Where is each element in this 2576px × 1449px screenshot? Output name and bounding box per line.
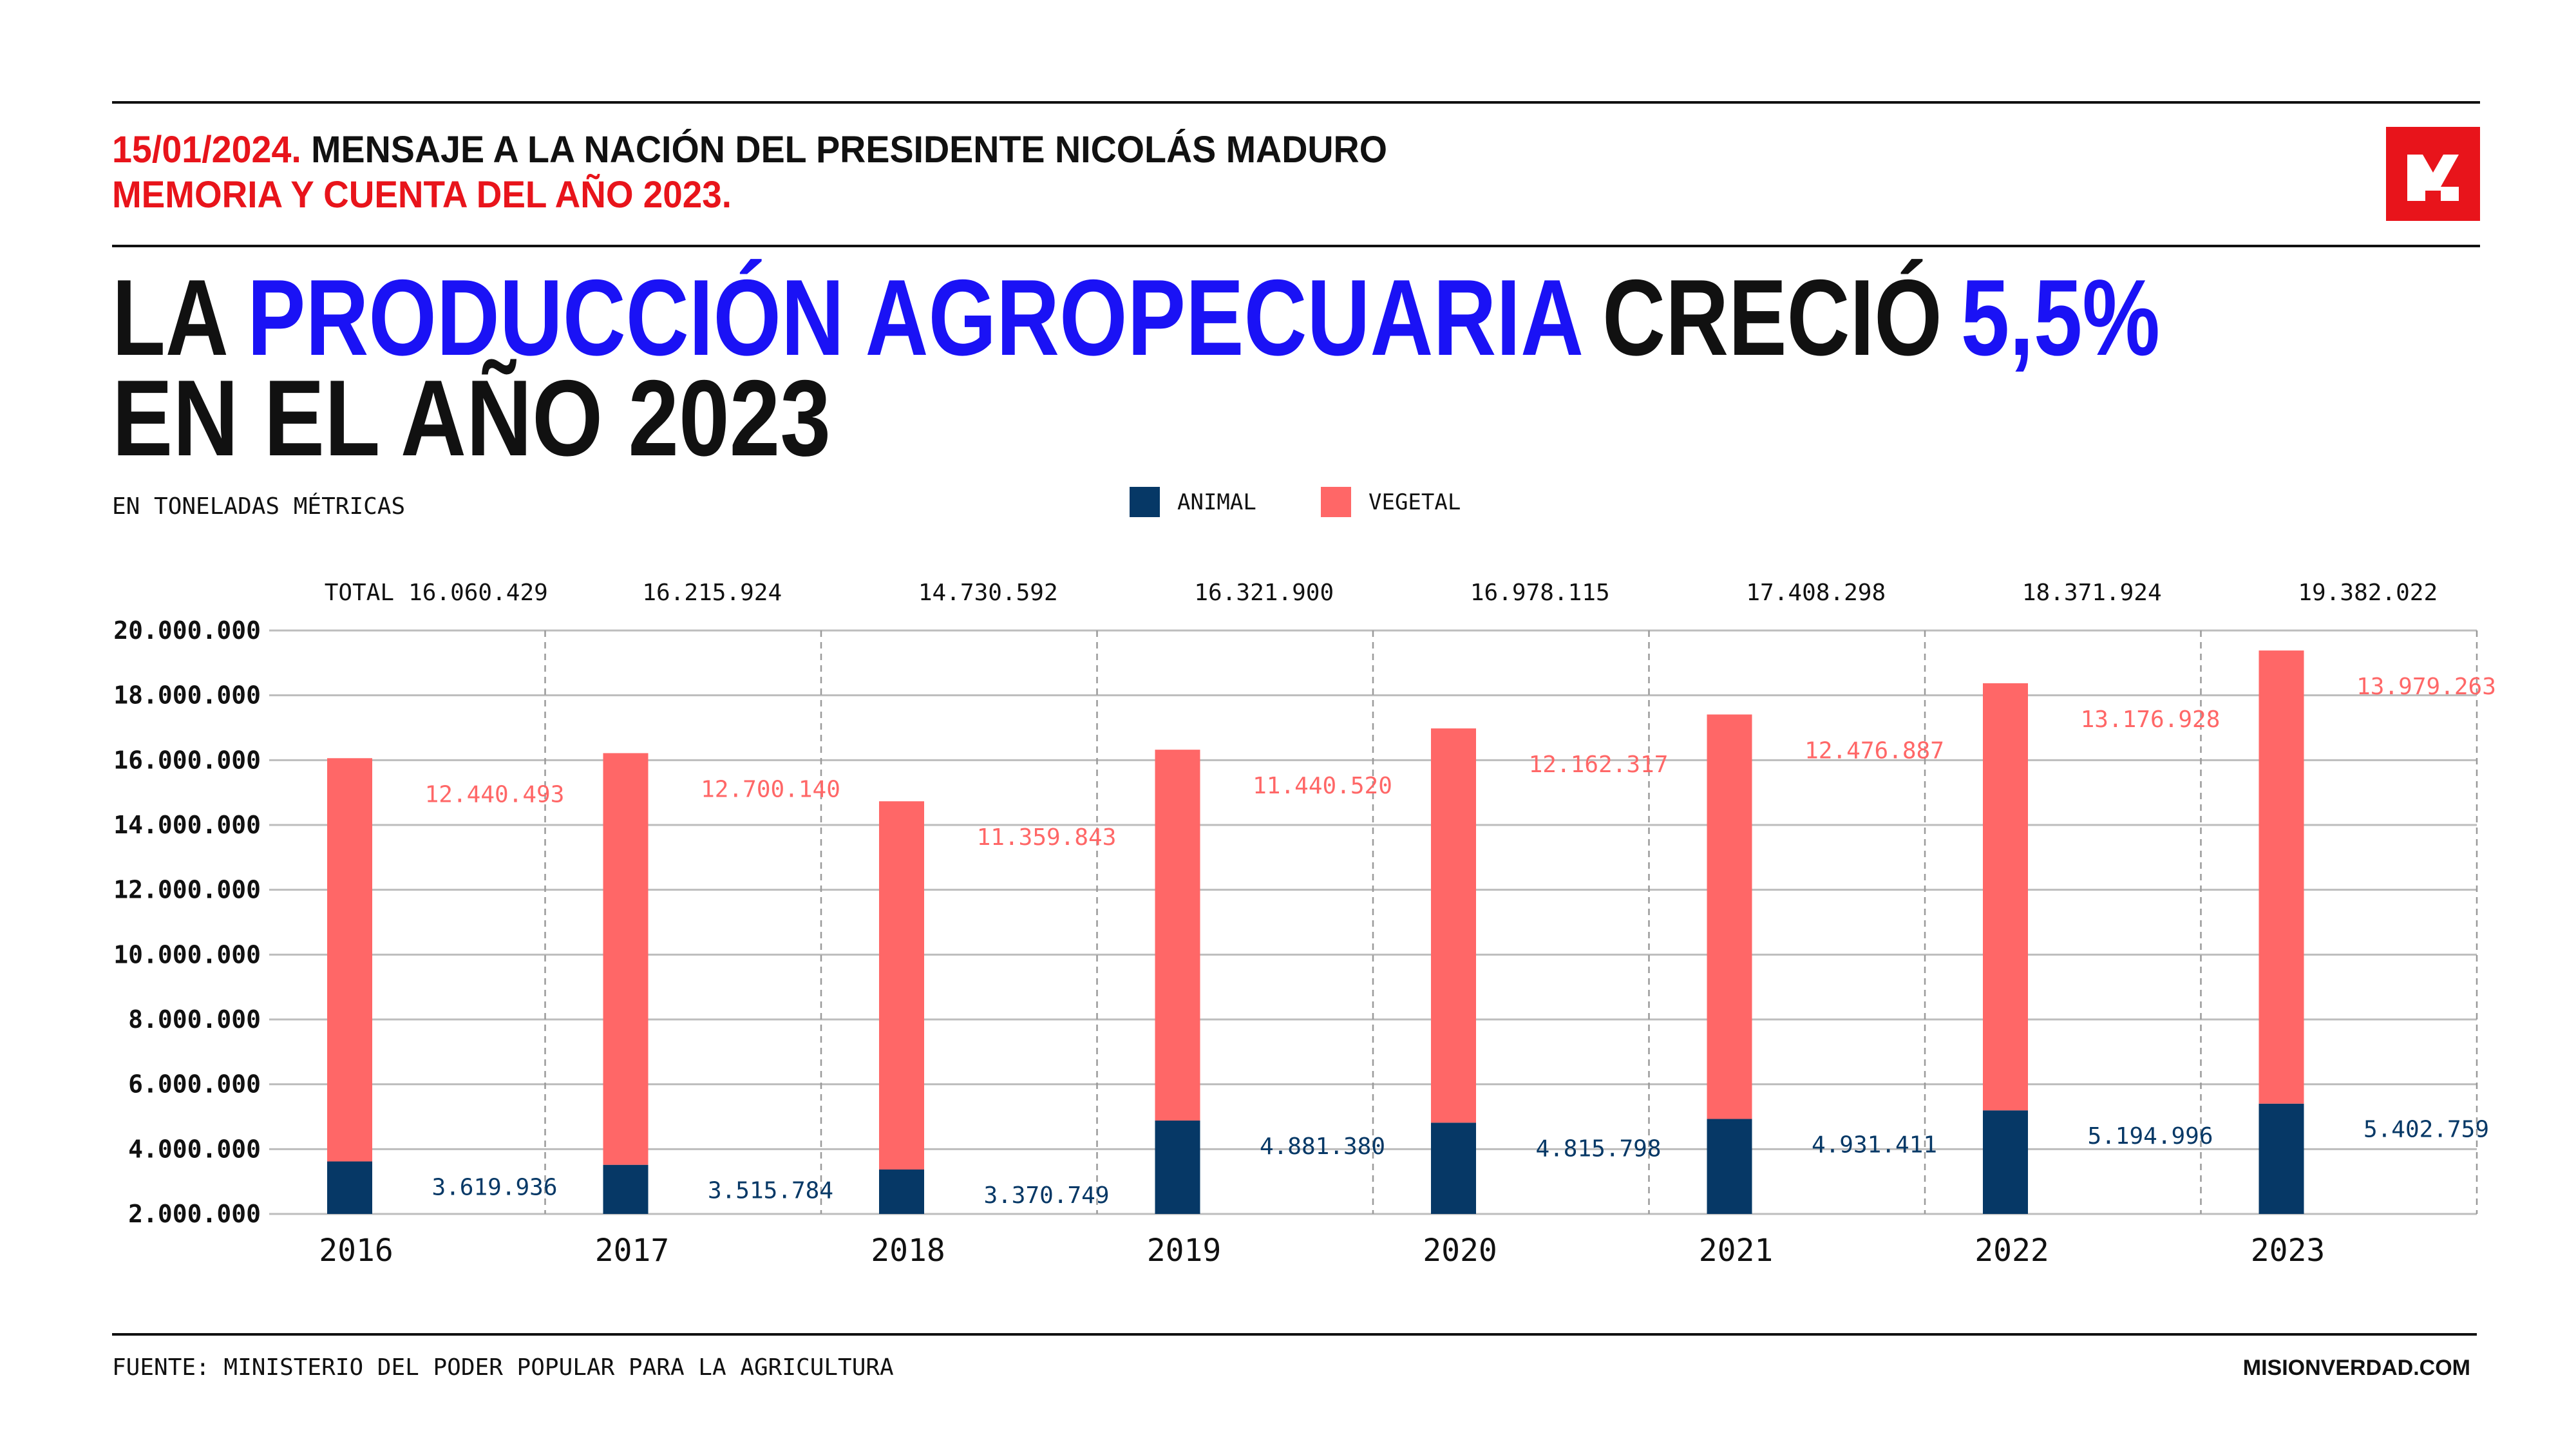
- x-tick-label: 2021: [1699, 1233, 1774, 1269]
- title-line: LAPRODUCCIÓN AGROPECUARIACRECIÓ5,5%: [112, 257, 2160, 378]
- bar-segment: [1431, 1122, 1476, 1214]
- bar-segment: [879, 801, 924, 1170]
- y-tick-label: 4.000.000: [128, 1135, 261, 1163]
- x-tick-label: 2020: [1423, 1233, 1497, 1269]
- total-label: 18.371.924: [2022, 580, 2162, 606]
- value-label: 5.402.759: [2363, 1117, 2489, 1143]
- total-label: 14.730.592: [918, 580, 1058, 606]
- bar-segment: [2259, 650, 2304, 1104]
- value-label: 3.619.936: [431, 1174, 557, 1200]
- title-part: LA: [112, 257, 229, 378]
- value-label: 11.440.520: [1253, 773, 1392, 799]
- y-tick-label: 14.000.000: [113, 811, 261, 839]
- logo-mark: [2407, 155, 2459, 201]
- value-label: 3.515.784: [708, 1178, 833, 1204]
- value-label: 12.162.317: [1529, 752, 1669, 778]
- y-tick-label: 2.000.000: [128, 1200, 261, 1228]
- bar-segment: [327, 1161, 372, 1214]
- x-tick-label: 2017: [595, 1233, 670, 1269]
- total-label: 16.215.924: [642, 580, 782, 606]
- legend-swatch: [1321, 487, 1351, 517]
- title-part: CRECIÓ: [1602, 257, 1942, 378]
- total-value: 16.060.429: [408, 580, 548, 606]
- value-label: 5.194.996: [2087, 1123, 2213, 1150]
- value-label: 4.881.380: [1260, 1133, 1385, 1160]
- bar-segment: [1707, 714, 1752, 1119]
- value-label: 13.979.263: [2356, 674, 2496, 700]
- x-tick-label: 2019: [1147, 1233, 1222, 1269]
- y-tick-label: 6.000.000: [128, 1070, 261, 1099]
- header-line: 15/01/2024.MENSAJE A LA NACIÓN DEL PRESI…: [112, 129, 1387, 171]
- legend-label: ANIMAL: [1177, 489, 1256, 515]
- y-tick-label: 12.000.000: [113, 876, 261, 904]
- x-tick-label: 2023: [2251, 1233, 2325, 1269]
- bar-segment: [1155, 750, 1200, 1121]
- legend-label: VEGETAL: [1368, 489, 1461, 515]
- value-label: 12.700.140: [701, 776, 840, 802]
- logo: [2386, 127, 2480, 221]
- y-tick-label: 20.000.000: [113, 616, 261, 645]
- value-label: 12.476.887: [1804, 737, 1944, 764]
- subtitle: EN TONELADAS MÉTRICAS: [112, 493, 405, 520]
- header-subline: MEMORIA Y CUENTA DEL AÑO 2023.: [112, 174, 732, 216]
- total-label: 19.382.022: [2298, 580, 2438, 606]
- value-label: 11.359.843: [977, 824, 1117, 851]
- value-label: 12.440.493: [425, 781, 565, 808]
- total-label: 16.978.115: [1470, 580, 1610, 606]
- y-tick-label: 8.000.000: [128, 1005, 261, 1034]
- source: FUENTE: MINISTERIO DEL PODER POPULAR PAR…: [112, 1354, 894, 1381]
- value-label: 13.176.928: [2081, 706, 2221, 733]
- total-label: 16.321.900: [1194, 580, 1334, 606]
- bar-segment: [1983, 683, 2028, 1111]
- value-label: 4.815.798: [1535, 1135, 1661, 1162]
- bar-segment: [1983, 1110, 2028, 1214]
- x-tick-label: 2018: [871, 1233, 945, 1269]
- bar-segment: [879, 1170, 924, 1214]
- value-label: 3.370.749: [983, 1182, 1109, 1209]
- bar-segment: [603, 1164, 649, 1214]
- value-label: 4.931.411: [1812, 1132, 1937, 1158]
- total-prefix: TOTAL: [325, 580, 394, 606]
- total-label: TOTAL 16.060.429: [325, 580, 548, 606]
- x-tick-label: 2016: [319, 1233, 393, 1269]
- bar-segment: [2259, 1103, 2304, 1214]
- bar-segment: [327, 758, 372, 1162]
- bar-segment: [1707, 1119, 1752, 1214]
- site: MISIONVERDAD.COM: [2243, 1356, 2470, 1380]
- y-tick-label: 16.000.000: [113, 746, 261, 774]
- bar-segment: [1155, 1120, 1200, 1214]
- y-tick-label: 10.000.000: [113, 940, 261, 969]
- header-message: MENSAJE A LA NACIÓN DEL PRESIDENTE NICOL…: [311, 129, 1387, 171]
- x-tick-label: 2022: [1975, 1233, 2049, 1269]
- y-tick-label: 18.000.000: [113, 681, 261, 710]
- bar-segment: [1431, 728, 1476, 1123]
- title-line: EN EL AÑO 2023: [112, 357, 831, 478]
- title-part: PRODUCCIÓN AGROPECUARIA: [247, 257, 1584, 378]
- legend-swatch: [1130, 487, 1160, 517]
- title-part: 5,5%: [1961, 257, 2160, 378]
- total-label: 17.408.298: [1746, 580, 1886, 606]
- bar-segment: [603, 753, 649, 1165]
- header-date: 15/01/2024.: [112, 129, 301, 171]
